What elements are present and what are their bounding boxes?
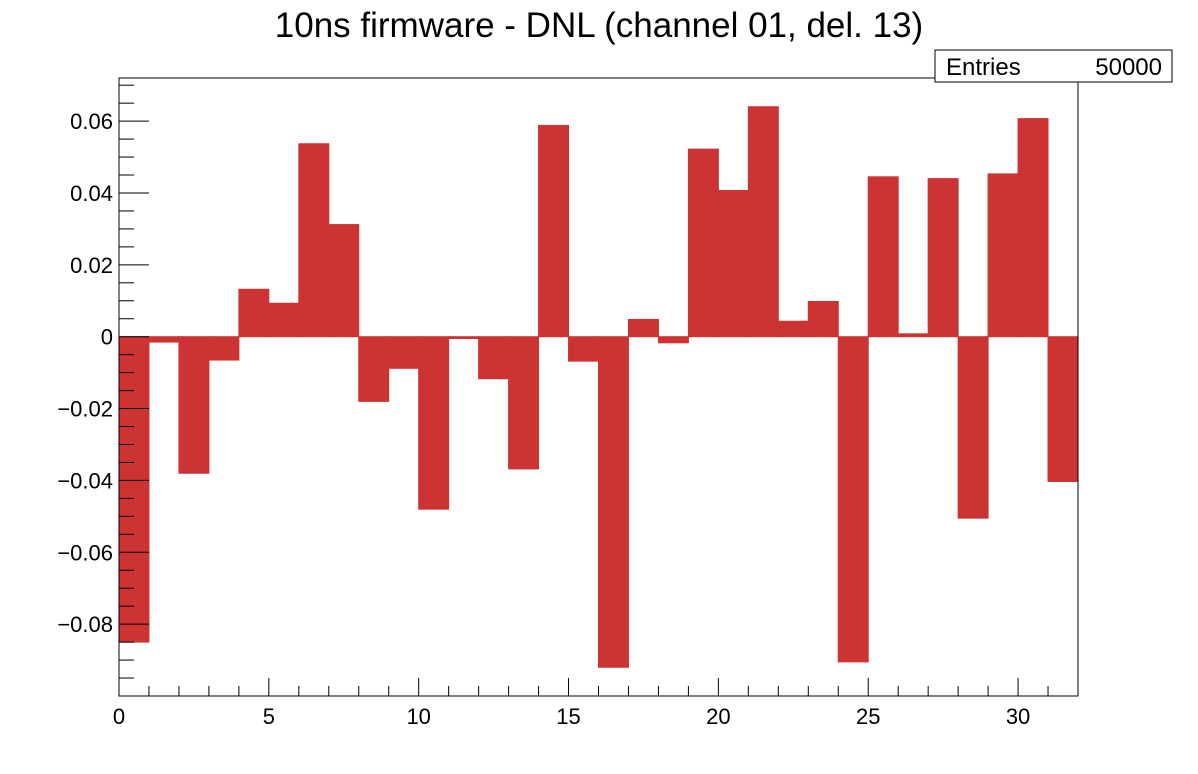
histogram-bar-30 xyxy=(1017,118,1049,338)
y-tick-label: −0.08 xyxy=(57,612,113,637)
histogram-bar-18 xyxy=(657,336,689,344)
histogram-bar-14 xyxy=(538,124,570,338)
histogram-bar-21 xyxy=(747,106,779,338)
histogram-bar-31 xyxy=(1047,336,1079,482)
histogram-bar-9 xyxy=(388,336,420,369)
x-tick-label: 15 xyxy=(556,704,580,729)
histogram-bar-12 xyxy=(478,336,510,380)
y-tick-label: −0.02 xyxy=(57,397,113,422)
histogram-bar-8 xyxy=(358,336,390,402)
tick-labels-layer: 0 5 10 15 20 25 30 0.06 0.04 0.02 0 −0.02 −0.04 −0.06… xyxy=(57,109,1030,729)
histogram-bar-28 xyxy=(957,336,989,519)
histogram-bar-2 xyxy=(178,336,210,474)
histogram-bar-19 xyxy=(687,148,719,338)
y-tick-label: −0.06 xyxy=(57,540,113,565)
histogram-bar-6 xyxy=(298,143,330,338)
histogram-bar-3 xyxy=(208,336,240,361)
y-tick-label: 0 xyxy=(101,325,113,350)
histogram-bar-0 xyxy=(118,336,150,643)
histogram-bar-11 xyxy=(448,336,480,339)
x-tick-label: 0 xyxy=(113,704,125,729)
chart-title: 10ns firmware - DNL (channel 01, del. 13… xyxy=(275,6,923,45)
histogram-bar-25 xyxy=(867,176,899,338)
x-tick-label: 5 xyxy=(263,704,275,729)
histogram-bar-4 xyxy=(238,288,270,338)
stats-box-frame xyxy=(934,49,1173,83)
histogram-bar-22 xyxy=(777,320,809,338)
histogram-bar-24 xyxy=(837,336,869,663)
histogram-bar-1 xyxy=(148,336,180,343)
stats-entries-value: 50000 xyxy=(1095,54,1162,81)
histogram-bar-20 xyxy=(717,189,749,338)
y-tick-label: 0.04 xyxy=(70,181,113,206)
x-tick-label: 20 xyxy=(706,704,730,729)
bars-layer xyxy=(118,106,1079,668)
stats-entries-label: Entries xyxy=(946,54,1021,81)
histogram-bar-15 xyxy=(568,336,599,362)
histogram-bar-7 xyxy=(328,224,360,338)
histogram-bar-29 xyxy=(987,173,1019,338)
histogram-bar-17 xyxy=(627,318,659,338)
y-tick-label: 0.06 xyxy=(70,109,113,134)
y-tick-label: 0.02 xyxy=(70,253,113,278)
histogram-bar-13 xyxy=(508,336,540,470)
histogram-bar-27 xyxy=(927,178,959,338)
x-tick-label: 10 xyxy=(406,704,430,729)
x-tick-label: 25 xyxy=(856,704,880,729)
y-tick-label: −0.04 xyxy=(57,468,113,493)
histogram-bar-5 xyxy=(268,302,300,338)
stats-box: Entries 50000 xyxy=(934,49,1173,83)
histogram-bar-10 xyxy=(418,336,450,510)
histogram-bar-16 xyxy=(598,336,629,668)
ticks-layer xyxy=(118,84,1079,697)
histogram-bar-23 xyxy=(807,300,839,338)
histogram-bar-26 xyxy=(897,333,929,338)
x-tick-label: 30 xyxy=(1006,704,1030,729)
